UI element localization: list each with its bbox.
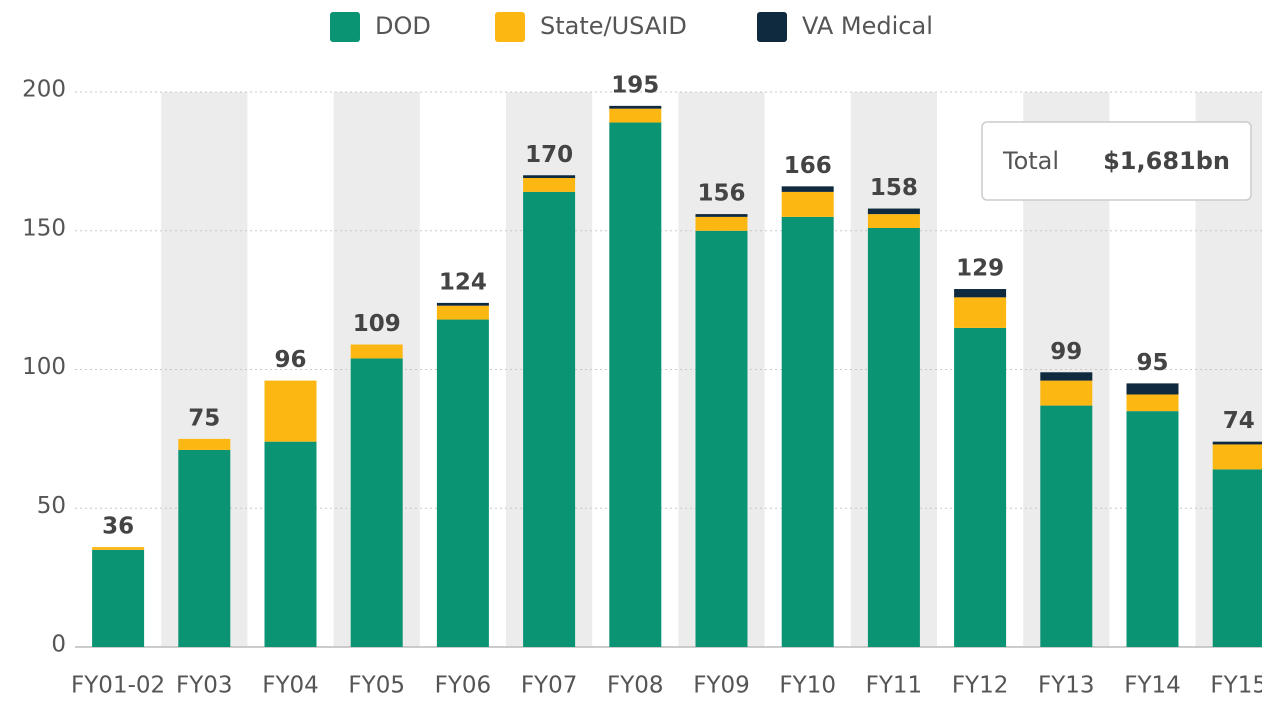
- bar-segment: [523, 175, 576, 179]
- bar-segment: [1126, 383, 1179, 395]
- bar-segment: [695, 216, 748, 231]
- bar-segment: [1126, 394, 1179, 412]
- y-tick-label: 0: [51, 632, 66, 658]
- total-label: 129: [956, 256, 1004, 282]
- bar-segment: [781, 216, 834, 647]
- bar-segment: [92, 547, 145, 550]
- bar-segment: [1212, 469, 1262, 647]
- total-label: 170: [525, 142, 573, 168]
- total-label: 166: [784, 153, 832, 179]
- legend-label: DOD: [375, 12, 431, 40]
- bar-segment: [781, 186, 834, 192]
- bar-segment: [867, 214, 920, 228]
- x-tick-label: FY11: [866, 673, 923, 699]
- x-tick-label: FY05: [348, 673, 405, 699]
- total-label: 74: [1223, 408, 1255, 434]
- bar-segment: [1040, 405, 1093, 647]
- total-box-value: $1,681bn: [1103, 147, 1230, 175]
- total-label: 109: [353, 311, 401, 337]
- bar-segment: [178, 449, 231, 647]
- total-label: 158: [870, 175, 918, 201]
- x-tick-label: FY03: [176, 673, 233, 699]
- legend-label: State/USAID: [540, 12, 687, 40]
- y-tick-label: 50: [37, 493, 66, 519]
- bar-segment: [954, 297, 1007, 328]
- x-tick-label: FY15: [1210, 673, 1262, 699]
- x-tick-label: FY06: [435, 673, 492, 699]
- x-tick-label: FY09: [693, 673, 750, 699]
- bar-segment: [264, 380, 317, 442]
- bar-segment: [523, 191, 576, 647]
- bar-segment: [436, 319, 489, 647]
- legend-label: VA Medical: [802, 12, 933, 40]
- total-label: 95: [1136, 350, 1168, 376]
- total-label: 75: [188, 405, 220, 431]
- total-label: 124: [439, 269, 487, 295]
- bar-segment: [264, 441, 317, 647]
- legend-swatch: [757, 12, 787, 42]
- bar-segment: [867, 227, 920, 647]
- bar-segment: [867, 208, 920, 215]
- x-tick-label: FY08: [607, 673, 664, 699]
- x-tick-label: FY04: [262, 673, 319, 699]
- bar-segment: [781, 191, 834, 217]
- x-tick-label: FY13: [1038, 673, 1095, 699]
- bar-segment: [436, 305, 489, 320]
- bar-segment: [609, 108, 662, 123]
- bar-segment: [1040, 380, 1093, 406]
- bar-segment: [695, 214, 748, 217]
- y-tick-label: 100: [22, 354, 66, 380]
- bar-segment: [1040, 372, 1093, 381]
- bar-segment: [350, 358, 403, 647]
- bar-segment: [695, 230, 748, 647]
- x-tick-label: FY01-02: [71, 673, 165, 699]
- bar-segment: [954, 327, 1007, 647]
- bar-segment: [436, 302, 489, 306]
- x-tick-label: FY14: [1124, 673, 1181, 699]
- bar-segment: [609, 105, 662, 109]
- legend-swatch: [495, 12, 525, 42]
- total-label: 99: [1050, 339, 1082, 365]
- total-label: 195: [611, 72, 659, 98]
- x-tick-label: FY10: [779, 673, 836, 699]
- total-box-label: Total: [1002, 147, 1059, 175]
- total-label: 36: [102, 514, 134, 540]
- bar-segment: [1212, 441, 1262, 445]
- y-tick-label: 200: [22, 77, 66, 103]
- bar-segment: [954, 289, 1007, 298]
- bar-segment: [1212, 444, 1262, 470]
- legend-swatch: [330, 12, 360, 42]
- bar-segment: [350, 344, 403, 359]
- x-tick-label: FY12: [952, 673, 1009, 699]
- bar-segment: [178, 438, 231, 450]
- bar-segment: [523, 178, 576, 192]
- bar-segment: [1126, 411, 1179, 647]
- bar-segment: [609, 122, 662, 647]
- x-tick-label: FY07: [521, 673, 578, 699]
- y-tick-label: 150: [22, 215, 66, 241]
- total-box: [981, 121, 1252, 201]
- total-label: 96: [274, 347, 306, 373]
- total-label: 156: [697, 181, 745, 207]
- bar-segment: [92, 549, 145, 647]
